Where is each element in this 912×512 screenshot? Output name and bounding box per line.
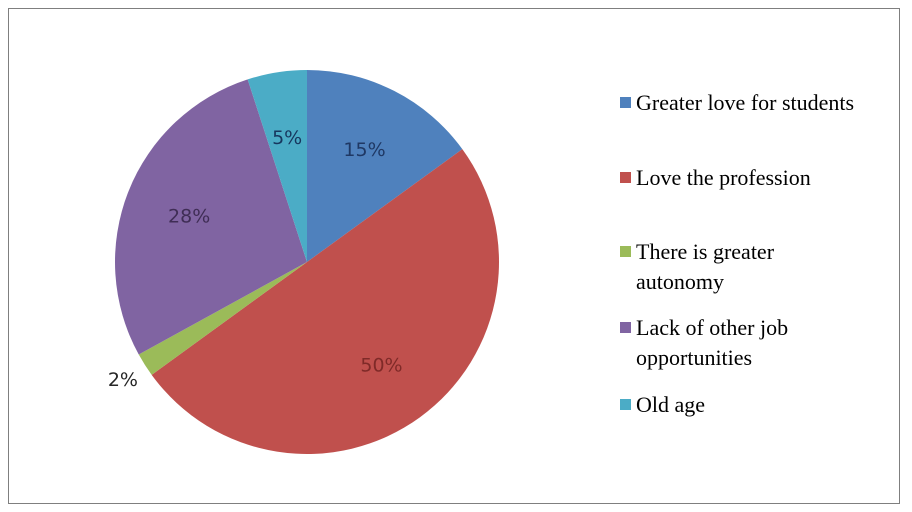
pie-slice-old-age xyxy=(247,70,307,262)
data-label-there-is-greater-autonomy: 2% xyxy=(108,369,138,391)
legend-item-old-age: Old age xyxy=(620,392,705,417)
legend-swatch xyxy=(620,399,631,410)
legend-item-there-is-greater-autonomy: There is greater autonomy xyxy=(620,239,775,294)
data-labels: 15% 50% 2% 28% 5% xyxy=(108,127,403,391)
legend-label: Old age xyxy=(636,392,705,417)
legend-item-lack-of-other-job-opportunities: Lack of other job opportunities xyxy=(620,315,788,370)
pie-slice-lack-of-other-job-opportunities xyxy=(114,79,308,355)
pie-slice-there-is-greater-autonomy xyxy=(138,262,307,375)
data-label-love-the-profession: 50% xyxy=(360,355,402,377)
pie-slice-greater-love-for-students xyxy=(307,70,463,262)
legend-label: There is greater autonomy xyxy=(636,239,775,294)
pie-slices xyxy=(114,70,499,454)
legend-item-greater-love-for-students: Greater love for students xyxy=(620,90,854,115)
legend-swatch xyxy=(620,246,631,257)
legend: Greater love for students Love the profes… xyxy=(620,90,854,417)
legend-label: Greater love for students xyxy=(636,90,854,115)
legend-item-love-the-profession: Love the profession xyxy=(620,165,811,190)
data-label-greater-love-for-students: 15% xyxy=(343,139,385,161)
data-label-lack-of-other-job-opportunities: 28% xyxy=(168,205,210,227)
legend-swatch xyxy=(620,97,631,108)
legend-swatch xyxy=(620,172,631,183)
legend-swatch xyxy=(620,322,631,333)
pie-slice-love-the-profession xyxy=(151,149,499,454)
data-label-old-age: 5% xyxy=(272,127,302,149)
legend-label: Love the profession xyxy=(636,165,811,190)
legend-label: Lack of other job opportunities xyxy=(636,315,788,370)
